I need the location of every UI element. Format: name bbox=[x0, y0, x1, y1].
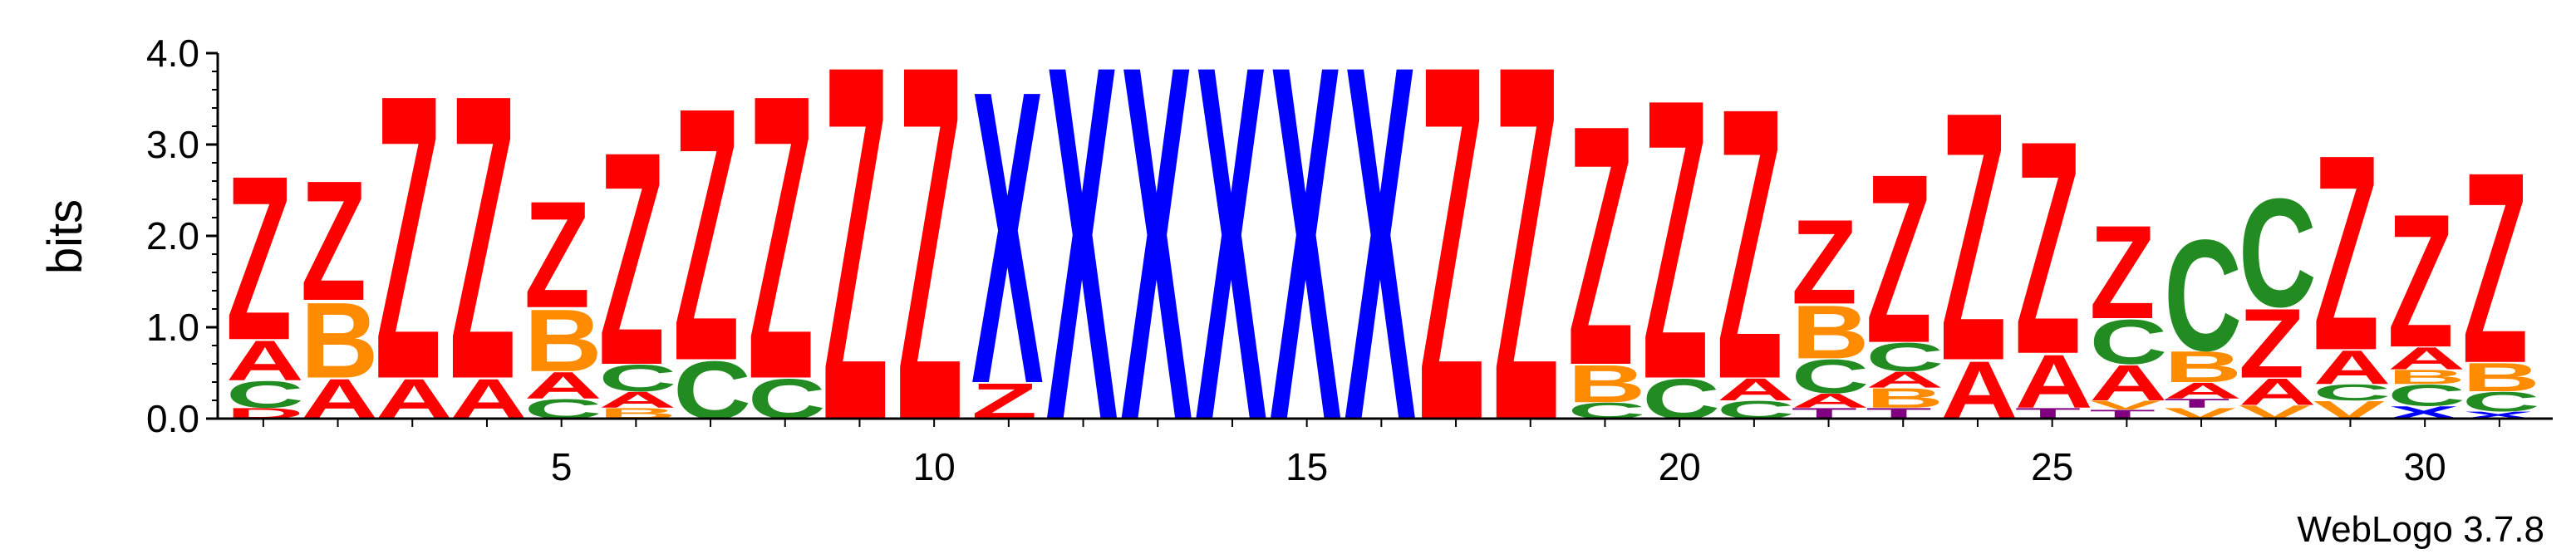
logo-letter-a: A bbox=[599, 387, 677, 413]
logo-letter-z: Z bbox=[226, 127, 292, 390]
logo-letter-x: X bbox=[1195, 0, 1267, 527]
x-tick-label: 20 bbox=[1659, 445, 1701, 488]
x-tick-label: 30 bbox=[2404, 445, 2446, 488]
logo-letter-x: X bbox=[1046, 0, 1118, 527]
logo-letter-z: Z bbox=[450, 10, 515, 464]
logo-letter-z: Z bbox=[1418, 0, 1484, 527]
logo-letter-x: X bbox=[1270, 0, 1342, 527]
logo-letter-t: T bbox=[2164, 396, 2229, 410]
logo-letter-b: B bbox=[2387, 365, 2465, 388]
logo-letter-z: Z bbox=[823, 0, 888, 527]
logo-letter-c: C bbox=[1792, 350, 1870, 404]
logo-letter-c: C bbox=[748, 367, 826, 431]
logo-letter-c: C bbox=[2313, 380, 2392, 405]
logo-letter-x: X bbox=[971, 4, 1044, 472]
logo-letter-z: Z bbox=[1568, 53, 1634, 436]
x-tick-label: 10 bbox=[913, 445, 956, 488]
logo-letter-b: B bbox=[1792, 289, 1870, 375]
x-axis-ticks: 5 10 15 20 25 30 bbox=[262, 419, 2500, 488]
logo-letter-b: B bbox=[2462, 355, 2540, 400]
logo-letter-b: B bbox=[2164, 342, 2242, 392]
logo-letter-a: A bbox=[450, 367, 528, 431]
logo-letter-c: C bbox=[2462, 386, 2540, 418]
x-tick-label: 25 bbox=[2031, 445, 2073, 488]
y-tick-label: 0.0 bbox=[146, 397, 199, 440]
logo-letter-z: Z bbox=[971, 373, 1037, 430]
logo-letter-z: Z bbox=[2313, 96, 2379, 409]
logo-letter-a: A bbox=[2090, 355, 2168, 412]
logo-letter-a: A bbox=[2015, 339, 2093, 424]
y-axis-label: bits bbox=[38, 199, 92, 274]
credit-text: WebLogo 3.7.8 bbox=[2297, 509, 2544, 550]
logo-letter-b: B bbox=[301, 279, 379, 400]
logo-letter-z: Z bbox=[524, 169, 590, 340]
logo-letter-z: Z bbox=[2387, 174, 2453, 387]
logo-letter-z: Z bbox=[673, 32, 739, 437]
logo-letter-z: Z bbox=[1642, 16, 1708, 463]
logo-letter-z: Z bbox=[1866, 123, 1931, 393]
x-tick-label: 15 bbox=[1286, 445, 1328, 488]
y-tick-label: 1.0 bbox=[146, 306, 199, 349]
logo-letter-a: A bbox=[2239, 370, 2317, 413]
y-tick-label: 3.0 bbox=[146, 123, 199, 166]
logo-letter-x: X bbox=[1345, 0, 1417, 527]
logo-letter-a: A bbox=[301, 367, 379, 431]
logo-letter-c: C bbox=[2387, 379, 2465, 413]
logo-letter-z: Z bbox=[1493, 0, 1559, 527]
logo-letter-c: C bbox=[1866, 334, 1944, 380]
logo-letter-c: C bbox=[2090, 306, 2168, 377]
logo-letter-c: C bbox=[2164, 206, 2242, 384]
logo-letter-a: A bbox=[375, 367, 453, 431]
logo-letter-b: B bbox=[1866, 383, 1944, 414]
logo-letter-b: B bbox=[1568, 354, 1646, 414]
logo-letter-z: Z bbox=[748, 10, 814, 464]
y-tick-label: 4.0 bbox=[146, 32, 199, 75]
logo-letter-a: A bbox=[1866, 367, 1944, 393]
logo-letter-c: C bbox=[673, 345, 751, 437]
logo-letter-z: Z bbox=[2015, 78, 2081, 418]
logo-letter-z: Z bbox=[897, 0, 962, 527]
logo-letter-z: Z bbox=[2239, 288, 2304, 399]
logo-letter-c: C bbox=[226, 373, 304, 415]
logo-letter-z: Z bbox=[1792, 195, 1857, 330]
logo-letter-a: A bbox=[2387, 341, 2465, 376]
y-tick-label: 2.0 bbox=[146, 214, 199, 257]
logo-letter-z: Z bbox=[301, 145, 366, 336]
logo-letter-c: C bbox=[2239, 168, 2317, 341]
logo-letter-b: B bbox=[524, 292, 602, 391]
x-tick-label: 5 bbox=[551, 445, 573, 488]
logo-letter-z: Z bbox=[1940, 37, 2006, 434]
logo-letter-v: V bbox=[2090, 398, 2162, 412]
y-axis-ticks: 0.0 1.0 2.0 3.0 4.0 bbox=[146, 32, 218, 440]
logo-letter-z: Z bbox=[375, 10, 440, 464]
logo-letter-z: Z bbox=[2090, 198, 2156, 346]
logo-letter-a: A bbox=[524, 364, 602, 406]
logo-letter-c: C bbox=[1642, 367, 1720, 431]
logo-letter-z: Z bbox=[1717, 28, 1782, 460]
logo-letter-a: A bbox=[2164, 378, 2242, 404]
logo-letter-a: A bbox=[1940, 345, 2018, 437]
logo-letter-x: X bbox=[1120, 0, 1192, 527]
logo-letter-z: Z bbox=[599, 89, 665, 429]
logo-letter-a: A bbox=[1792, 390, 1870, 412]
logo-letter-a: A bbox=[1717, 372, 1795, 408]
logo-letter-c: C bbox=[599, 357, 677, 400]
logo-letter-a: A bbox=[2313, 341, 2392, 395]
logo-letter-a: A bbox=[226, 329, 304, 393]
logo-letter-z: Z bbox=[2462, 115, 2528, 420]
